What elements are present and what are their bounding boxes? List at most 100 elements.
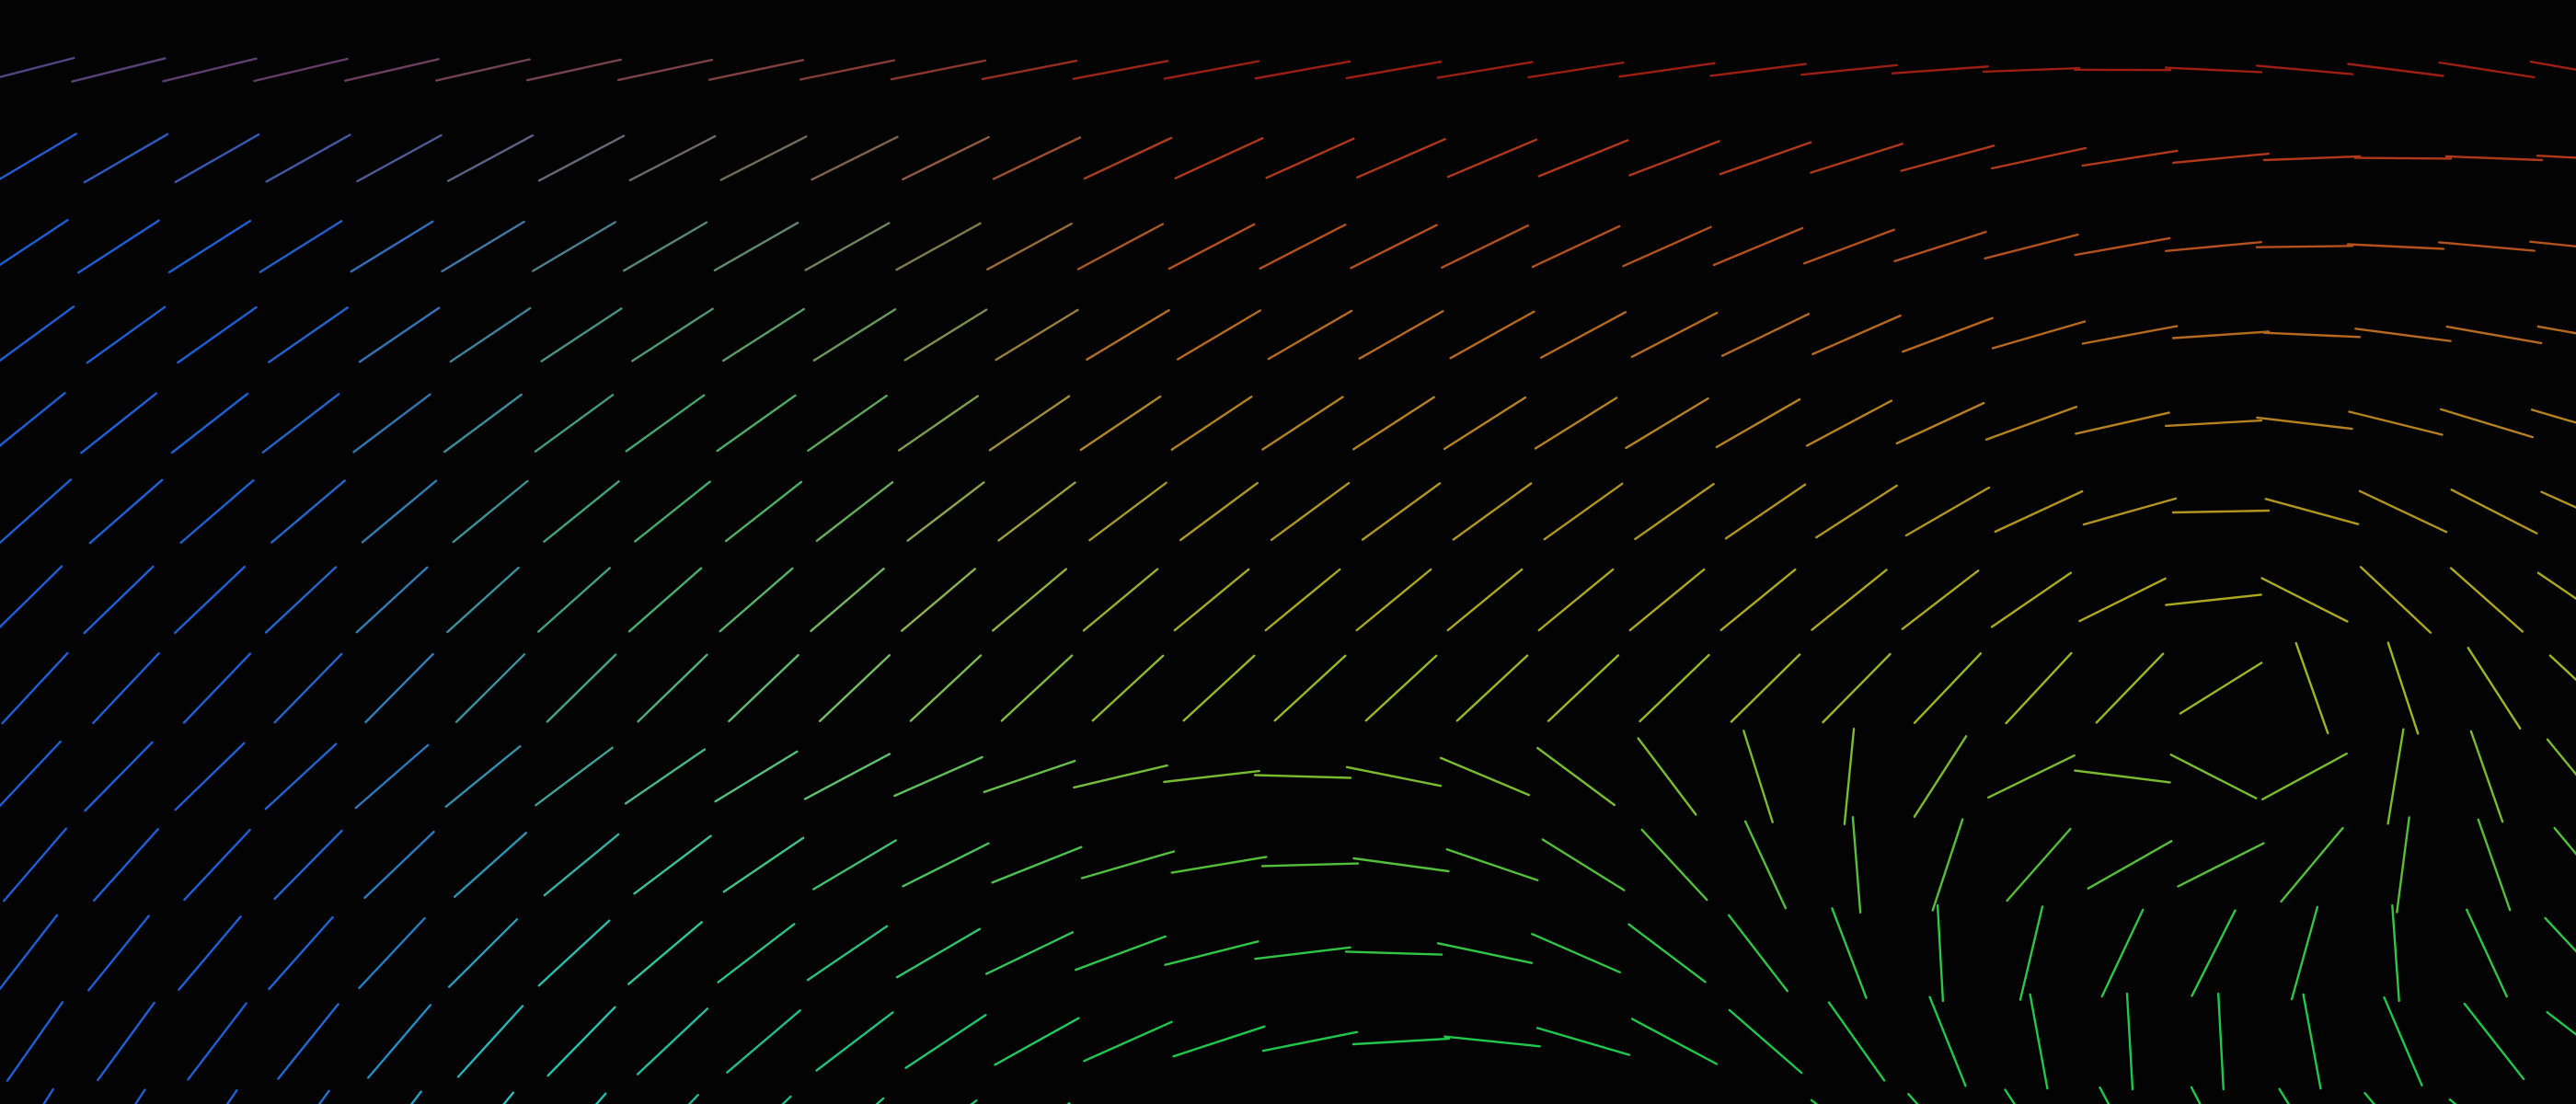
flow-stroke [986,222,1073,270]
flow-stroke [1990,571,2073,628]
flow-stroke [2078,577,2167,623]
flow-stroke [2005,651,2073,725]
flow-stroke [1994,489,2084,534]
flow-stroke [2164,66,2263,74]
flow-stroke [367,1004,431,1079]
flow-stroke [1709,63,1807,77]
flow-stroke [1172,1025,1266,1058]
flow-stroke [352,393,431,454]
flow-stroke [1715,397,1801,449]
flow-stroke [2353,156,2453,160]
flow-stroke [2391,903,2400,1003]
flow-stroke [1083,1020,1173,1063]
flow-stroke [97,1001,155,1082]
flow-stroke [174,566,246,634]
flow-stroke [2216,992,2225,1091]
flow-stroke [983,759,1076,794]
flow-stroke [2081,149,2179,167]
flow-stroke [1086,309,1170,361]
flow-stroke [627,567,703,633]
flow-stroke [1445,848,1539,881]
flow-stroke [1913,652,1983,724]
flow-stroke [1345,60,1443,80]
flow-stroke [449,306,532,363]
flow-stroke [995,308,1079,362]
flow-stroke [1537,568,1615,632]
flow-stroke [0,56,75,78]
flow-stroke [1443,396,1527,451]
flow-stroke [1535,1027,1631,1056]
flow-stroke [2302,993,2322,1090]
flow-stroke [546,653,617,723]
flow-stroke [895,927,982,979]
flow-stroke [714,750,799,803]
flow-stroke [984,931,1075,975]
flow-stroke [447,134,534,182]
flow-stroke [446,566,520,634]
flow-stroke [1800,63,1898,76]
flow-stroke [1254,60,1351,80]
flow-stroke [535,746,614,807]
flow-stroke [167,219,252,274]
flow-stroke [2164,419,2263,428]
flow-stroke [707,59,805,81]
flow-stroke [726,1009,801,1074]
flow-stroke [1984,406,2078,441]
flow-stroke [1634,482,1715,541]
flow-stroke [350,220,434,273]
flow-stroke [728,653,799,723]
flow-stroke [177,305,258,364]
flow-stroke [174,132,260,184]
flow-stroke [435,58,531,82]
flow-stroke [2262,155,2362,162]
flow-stroke [537,567,611,633]
flow-stroke [992,136,1082,180]
flow-stroke [1163,60,1260,80]
flow-stroke [1720,313,1811,357]
flow-stroke [443,393,523,454]
flow-stroke [277,1003,339,1080]
flow-stroke [2100,908,2145,998]
flow-stroke [1267,309,1353,361]
flow-stroke [273,829,343,901]
flow-stroke [2438,61,2536,79]
flow-stroke [1805,399,1893,447]
flow-stroke [270,479,346,544]
flow-stroke [1719,568,1797,632]
flow-stroke [2029,993,2049,1090]
flow-stroke [532,221,616,272]
flow-stroke [2536,154,2576,159]
flow-stroke [2,827,68,903]
flow-stroke [1630,1018,1719,1065]
flow-stroke [2445,325,2543,345]
flow-stroke [1630,311,1719,359]
flow-stroke [1931,818,1964,912]
flow-stroke [1534,397,1618,450]
flow-stroke [988,395,1071,452]
flow-stroke [261,393,340,454]
flow-stroke [174,742,246,811]
flow-stroke [2450,489,2538,535]
flow-stroke [1174,137,1264,179]
flow-stroke [83,132,169,184]
flow-stroke [88,478,164,545]
flow-stroke [2082,497,2178,526]
flow-stroke [1543,482,1624,541]
flow-stroke [1260,862,1360,868]
flow-stroke [2529,60,2576,71]
flow-stroke [2544,916,2576,953]
flow-stroke [1452,482,1533,541]
flow-stroke [1079,395,1162,452]
flow-stroke [902,842,990,888]
flow-stroke [1179,481,1259,542]
flow-stroke [364,652,434,724]
flow-stroke [2171,152,2271,165]
flow-stroke [1352,396,1435,451]
flow-stroke [807,395,888,452]
flow-stroke [83,565,155,635]
flow-stroke [6,1001,64,1082]
flow-stroke [724,480,803,543]
flow-stroke [2546,738,2576,776]
flow-stroke [2465,908,2509,998]
flow-stroke [1350,224,1438,270]
